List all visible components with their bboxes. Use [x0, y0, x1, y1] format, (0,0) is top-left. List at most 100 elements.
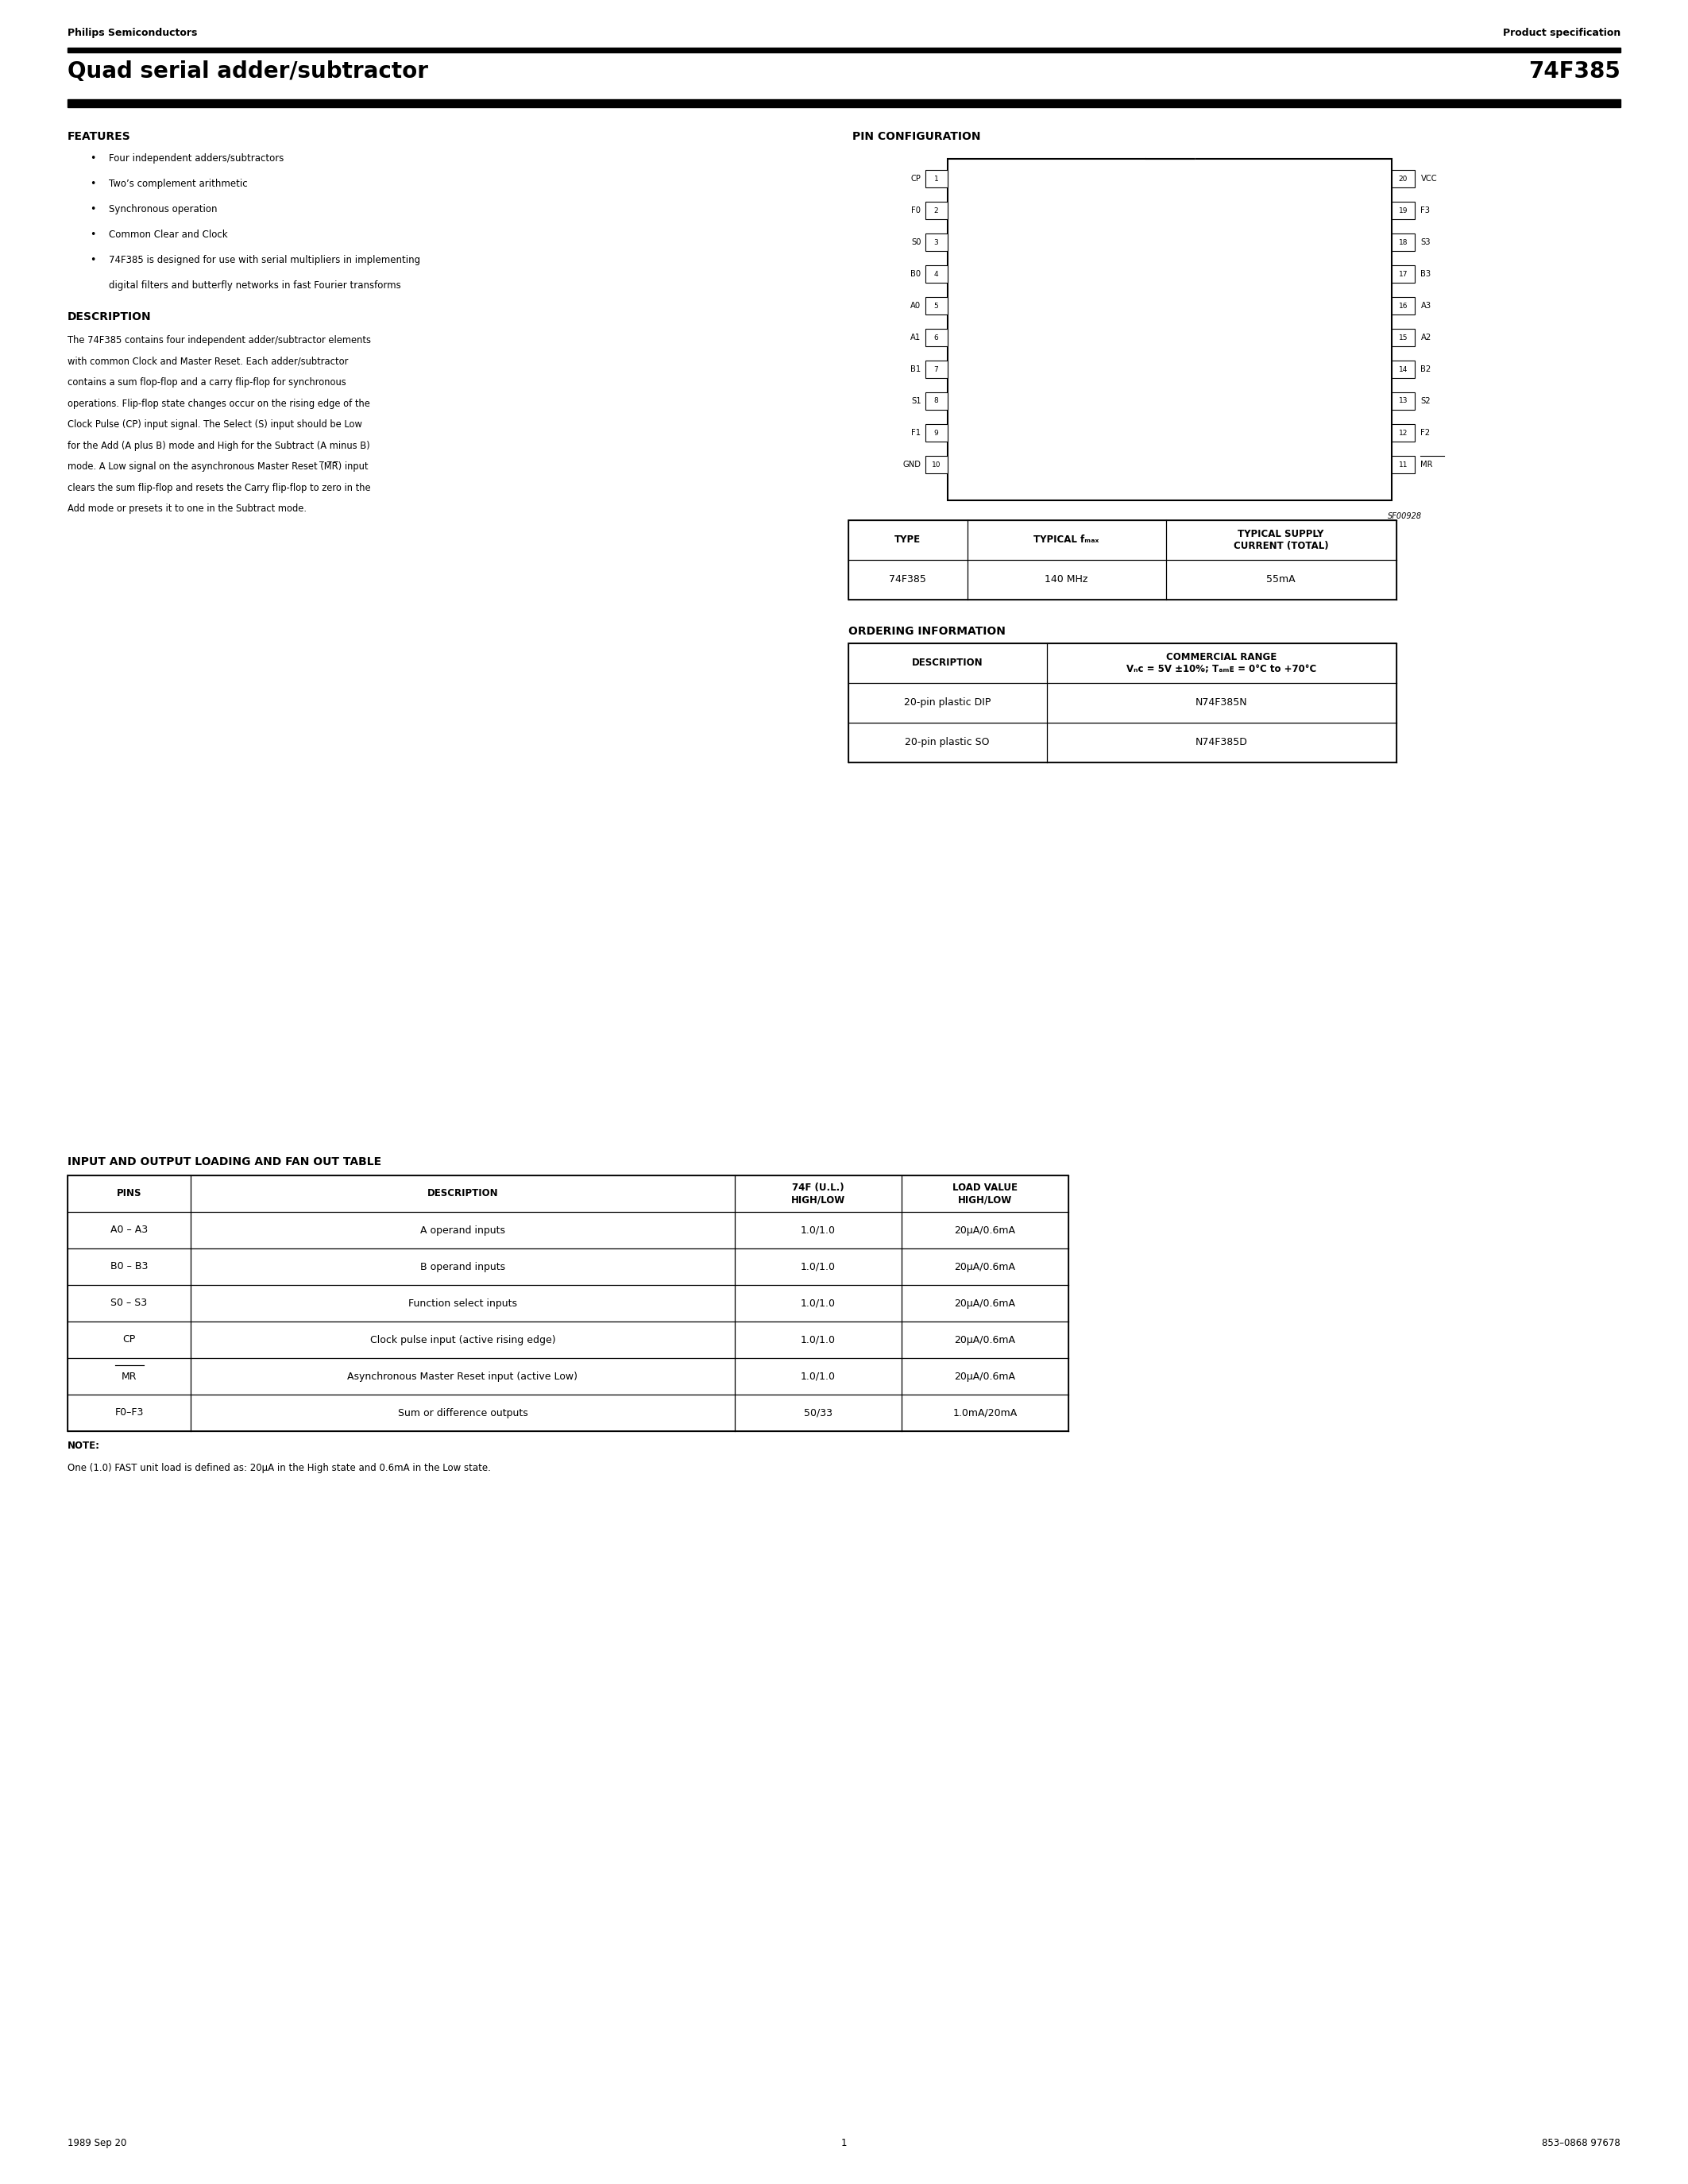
Text: Philips Semiconductors: Philips Semiconductors	[68, 28, 197, 39]
Text: F0–F3: F0–F3	[115, 1409, 143, 1417]
Bar	[1393, 297, 1415, 314]
Text: 5: 5	[933, 301, 939, 310]
Text: 1.0/1.0: 1.0/1.0	[800, 1372, 836, 1382]
Text: 1.0/1.0: 1.0/1.0	[800, 1334, 836, 1345]
Text: The 74F385 contains four independent adder/subtractor elements: The 74F385 contains four independent add…	[68, 336, 371, 345]
Bar	[847, 644, 1396, 762]
Text: A3: A3	[1421, 301, 1431, 310]
Text: 20-pin plastic DIP: 20-pin plastic DIP	[903, 697, 991, 708]
Text: •: •	[89, 179, 96, 190]
Text: 20: 20	[1399, 175, 1408, 181]
Bar	[1393, 264, 1415, 282]
Text: 7: 7	[933, 365, 939, 373]
Bar	[68, 48, 1620, 52]
Text: 1: 1	[933, 175, 939, 181]
Text: 12: 12	[1399, 430, 1408, 437]
Text: MR: MR	[1421, 461, 1433, 470]
Text: PINS: PINS	[116, 1188, 142, 1199]
Text: with common Clock and Master Reset. Each adder/subtractor: with common Clock and Master Reset. Each…	[68, 356, 348, 367]
Text: F1: F1	[912, 428, 922, 437]
Text: 15: 15	[1399, 334, 1408, 341]
Text: 74F385: 74F385	[890, 574, 927, 585]
Text: 13: 13	[1399, 397, 1408, 404]
Text: One (1.0) FAST unit load is defined as: 20μA in the High state and 0.6mA in the : One (1.0) FAST unit load is defined as: …	[68, 1463, 491, 1474]
Text: 853–0868 97678: 853–0868 97678	[1543, 2138, 1620, 2149]
Text: F2: F2	[1421, 428, 1430, 437]
Text: Sum or difference outputs: Sum or difference outputs	[398, 1409, 528, 1417]
Bar	[847, 520, 1396, 601]
Text: F0: F0	[912, 207, 922, 214]
Text: operations. Flip-flop state changes occur on the rising edge of the: operations. Flip-flop state changes occu…	[68, 397, 370, 408]
Text: S1: S1	[912, 397, 922, 404]
Text: A0 – A3: A0 – A3	[110, 1225, 149, 1236]
Bar	[68, 98, 1620, 107]
Text: digital filters and butterfly networks in fast Fourier transforms: digital filters and butterfly networks i…	[108, 280, 402, 290]
Text: DESCRIPTION: DESCRIPTION	[912, 657, 982, 668]
Text: A operand inputs: A operand inputs	[420, 1225, 505, 1236]
Text: ORDERING INFORMATION: ORDERING INFORMATION	[847, 627, 1004, 638]
Text: Add mode or presets it to one in the Subtract mode.: Add mode or presets it to one in the Sub…	[68, 505, 307, 513]
Text: 18: 18	[1399, 238, 1408, 247]
Text: 1989 Sep 20: 1989 Sep 20	[68, 2138, 127, 2149]
Text: A1: A1	[910, 334, 922, 341]
Text: Quad serial adder/subtractor: Quad serial adder/subtractor	[68, 61, 429, 83]
Text: 1.0/1.0: 1.0/1.0	[800, 1297, 836, 1308]
Text: DESCRIPTION: DESCRIPTION	[427, 1188, 498, 1199]
Bar	[1393, 201, 1415, 218]
Text: 8: 8	[933, 397, 939, 404]
Text: NOTE:: NOTE:	[68, 1441, 100, 1450]
Bar	[925, 170, 947, 188]
Text: mode. A Low signal on the asynchronous Master Reset (̅M̅R̅) input: mode. A Low signal on the asynchronous M…	[68, 461, 368, 472]
Bar	[925, 234, 947, 251]
Text: Clock pulse input (active rising edge): Clock pulse input (active rising edge)	[370, 1334, 555, 1345]
Text: 3: 3	[933, 238, 939, 247]
Text: 14: 14	[1399, 365, 1408, 373]
Text: TYPICAL fₘₐₓ: TYPICAL fₘₐₓ	[1033, 535, 1099, 546]
Text: DESCRIPTION: DESCRIPTION	[68, 312, 152, 323]
Text: Common Clear and Clock: Common Clear and Clock	[108, 229, 228, 240]
Text: 20-pin plastic SO: 20-pin plastic SO	[905, 738, 989, 747]
Text: F3: F3	[1421, 207, 1430, 214]
Text: 50/33: 50/33	[803, 1409, 832, 1417]
Text: 11: 11	[1399, 461, 1408, 467]
Text: B1: B1	[910, 365, 922, 373]
Text: N74F385D: N74F385D	[1195, 738, 1247, 747]
Text: SF00928: SF00928	[1388, 513, 1423, 520]
Text: 1.0/1.0: 1.0/1.0	[800, 1225, 836, 1236]
Text: 1: 1	[841, 2138, 847, 2149]
Text: 20μA/0.6mA: 20μA/0.6mA	[954, 1225, 1016, 1236]
Bar	[925, 393, 947, 411]
Text: 10: 10	[932, 461, 940, 467]
Text: INPUT AND OUTPUT LOADING AND FAN OUT TABLE: INPUT AND OUTPUT LOADING AND FAN OUT TAB…	[68, 1155, 381, 1168]
Bar	[1393, 424, 1415, 441]
Text: •: •	[89, 256, 96, 264]
Text: for the Add (A plus B) mode and High for the Subtract (A minus B): for the Add (A plus B) mode and High for…	[68, 441, 370, 450]
Text: Four independent adders/subtractors: Four independent adders/subtractors	[108, 153, 284, 164]
Bar	[1393, 170, 1415, 188]
Text: 20μA/0.6mA: 20μA/0.6mA	[954, 1334, 1016, 1345]
Text: 6: 6	[933, 334, 939, 341]
Text: N74F385N: N74F385N	[1195, 697, 1247, 708]
Text: PIN CONFIGURATION: PIN CONFIGURATION	[852, 131, 981, 142]
Text: 20μA/0.6mA: 20μA/0.6mA	[954, 1372, 1016, 1382]
Text: B2: B2	[1421, 365, 1431, 373]
Bar	[925, 360, 947, 378]
Bar	[1393, 360, 1415, 378]
Bar	[1393, 234, 1415, 251]
Bar	[1393, 393, 1415, 411]
Text: B operand inputs: B operand inputs	[420, 1262, 505, 1271]
Text: S0 – S3: S0 – S3	[111, 1297, 147, 1308]
Bar	[1393, 330, 1415, 347]
Bar	[925, 424, 947, 441]
Text: MR: MR	[122, 1372, 137, 1382]
Text: CP: CP	[912, 175, 922, 183]
Bar	[1393, 456, 1415, 474]
Text: S3: S3	[1421, 238, 1431, 247]
Text: •: •	[89, 229, 96, 240]
Text: 20μA/0.6mA: 20μA/0.6mA	[954, 1262, 1016, 1271]
Text: 140 MHz: 140 MHz	[1045, 574, 1089, 585]
Text: CP: CP	[123, 1334, 135, 1345]
Text: Two’s complement arithmetic: Two’s complement arithmetic	[108, 179, 248, 190]
Text: 20μA/0.6mA: 20μA/0.6mA	[954, 1297, 1016, 1308]
Text: Product specification: Product specification	[1502, 28, 1620, 39]
